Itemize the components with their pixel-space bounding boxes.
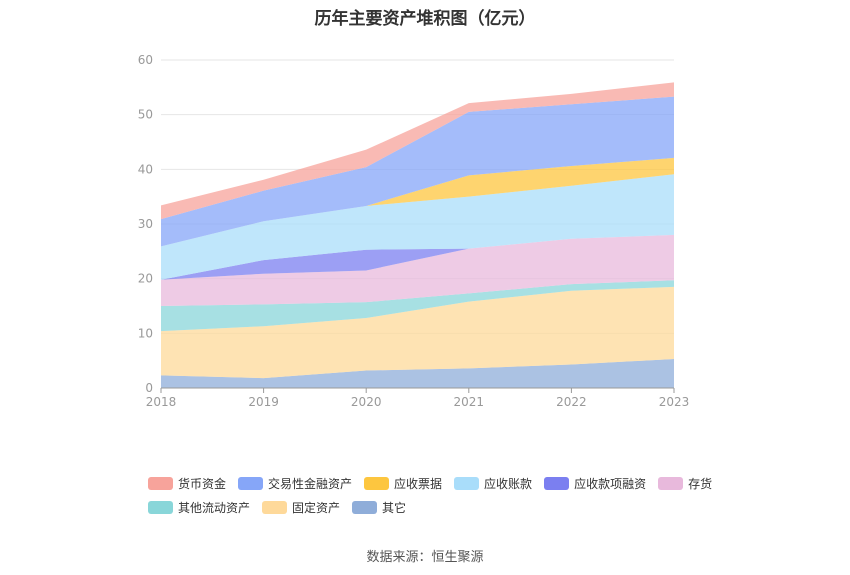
x-tick-label: 2019: [248, 395, 279, 409]
x-tick-label: 2022: [556, 395, 587, 409]
legend-label: 货币资金: [178, 476, 227, 491]
area-4: [161, 234, 674, 280]
area-6: [161, 157, 674, 247]
x-tick-label: 2020: [351, 395, 382, 409]
legend-item[interactable]: 货币资金: [148, 471, 226, 495]
legend-swatch: [658, 476, 684, 490]
legend-label: 其它: [382, 500, 407, 515]
legend-swatch: [262, 500, 288, 514]
legend-item[interactable]: 应收账款: [454, 471, 532, 495]
legend-label: 应收票据: [394, 476, 443, 491]
x-tick-label: 2021: [454, 395, 485, 409]
legend-item[interactable]: 其它: [352, 495, 406, 519]
x-tick-label: 2018: [146, 395, 177, 409]
y-tick-label: 20: [138, 272, 153, 286]
area-7: [161, 96, 674, 247]
legend-label: 应收账款: [484, 476, 533, 491]
area-5: [161, 174, 674, 280]
data-source: 数据来源：恒生聚源: [366, 550, 484, 565]
x-tick-label: 2023: [659, 395, 690, 409]
area-2: [161, 280, 674, 332]
legend-item[interactable]: 应收款项融资: [544, 471, 646, 495]
legend-swatch: [454, 476, 480, 490]
area-8: [161, 82, 674, 220]
legend-swatch: [364, 476, 390, 490]
y-tick-label: 30: [138, 217, 153, 231]
area-1: [161, 286, 674, 379]
legend-swatch: [238, 476, 264, 490]
legend-label: 交易性金融资产: [268, 476, 353, 491]
chart-title: 历年主要资产堆积图（亿元）: [314, 9, 536, 29]
legend-swatch: [148, 500, 173, 514]
y-tick-label: 60: [138, 53, 153, 67]
legend-label: 存货: [688, 476, 713, 491]
y-tick-label: 50: [138, 108, 153, 122]
legend-item[interactable]: 交易性金融资产: [238, 471, 352, 495]
legend-item[interactable]: 固定资产: [262, 495, 340, 519]
legend-item[interactable]: 存货: [658, 471, 712, 495]
y-tick-label: 40: [138, 162, 153, 176]
legend-swatch: [352, 500, 378, 514]
legend-item[interactable]: 其他流动资产: [148, 495, 250, 519]
legend: 货币资金 交易性金融资产 应收票据 应收账款 应收款项融资 存货其他流动资产 固定资产 其它: [148, 471, 748, 519]
area-3: [161, 234, 674, 306]
legend-label: 固定资产: [292, 500, 341, 515]
area-0: [161, 359, 674, 388]
axes: 0 10 20 30 40 50 60 2018 2019 2020 2021 2022 2023: [138, 53, 690, 409]
y-tick-label: 10: [138, 326, 153, 340]
y-tick-label: 0: [145, 381, 153, 395]
legend-item[interactable]: 应收票据: [364, 471, 442, 495]
legend-label: 应收款项融资: [574, 476, 647, 491]
area-series: [161, 82, 674, 388]
legend-swatch: [544, 476, 570, 490]
legend-swatch: [148, 476, 173, 490]
stacked-area-chart: 0 10 20 30 40 50 60 2018 2019 2020 2021 2022 2023: [138, 53, 690, 409]
legend-label: 其他流动资产: [178, 500, 251, 515]
